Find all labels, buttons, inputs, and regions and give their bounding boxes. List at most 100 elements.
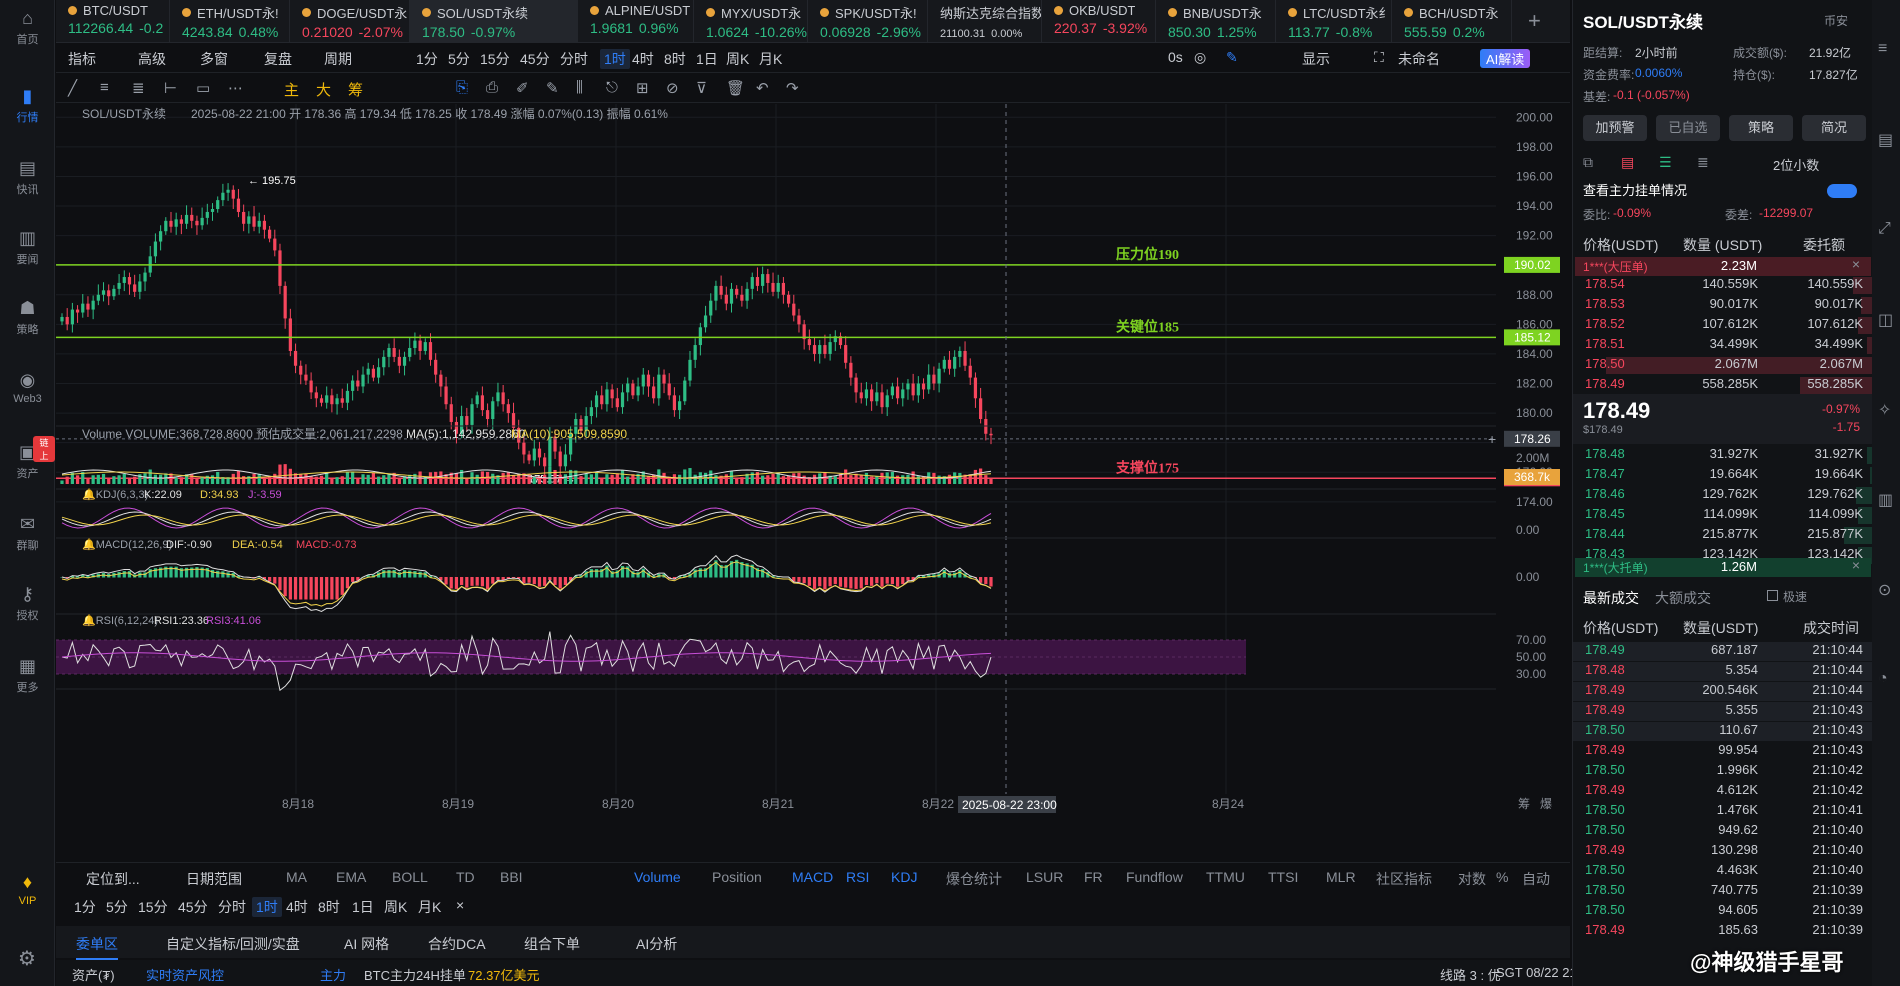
indicator-tab[interactable]: TTSI bbox=[1268, 869, 1299, 885]
indicator-tab[interactable]: 社区指标 bbox=[1376, 871, 1432, 887]
close-icon[interactable]: × bbox=[1851, 256, 1860, 272]
bottom-tab[interactable]: 组合下单 bbox=[524, 936, 580, 952]
tf-row-item[interactable]: 15分 bbox=[138, 899, 168, 915]
toolbar-3[interactable]: 复盘 bbox=[264, 51, 292, 67]
tf-row-item[interactable]: 4时 bbox=[286, 899, 308, 915]
toolbar-right-3[interactable]: AI解读 bbox=[1480, 49, 1531, 68]
sidebar-item-8[interactable]: ⚷ 授权 bbox=[0, 584, 55, 623]
side-tool-icon[interactable]: ◫ bbox=[1878, 312, 1894, 329]
indicator-tab[interactable]: MLR bbox=[1326, 869, 1356, 885]
toggle-switch[interactable] bbox=[1827, 184, 1857, 198]
timeframe-8[interactable]: 1日 bbox=[696, 51, 718, 67]
rp-button[interactable]: 策略 bbox=[1729, 115, 1793, 141]
fullscreen-icon[interactable]: ⛶ bbox=[1374, 49, 1384, 65]
sidebar-item-5[interactable]: ◉ Web3 bbox=[0, 370, 55, 405]
view-icon[interactable]: ⧉ bbox=[1583, 154, 1593, 170]
tool-icon[interactable]: ⎘ bbox=[456, 79, 469, 96]
timeframe-1[interactable]: 5分 bbox=[448, 51, 470, 67]
toolbar-right-2[interactable]: 未命名 bbox=[1398, 51, 1440, 67]
bid-row[interactable]: 178.48 31.927K 31.927K bbox=[1573, 446, 1873, 465]
toolbar-4[interactable]: 周期 bbox=[324, 51, 352, 67]
tool-icon[interactable]: ⎋ bbox=[606, 79, 618, 96]
indicator-tab[interactable]: 自动 bbox=[1522, 871, 1550, 887]
ind-left-0[interactable]: 定位到... bbox=[86, 871, 140, 887]
symbol-tab[interactable]: DOGE/USDT永 0.21020 -2.07% bbox=[290, 0, 410, 43]
ind-left-1[interactable]: 日期范围 bbox=[186, 871, 242, 887]
timeframe-0[interactable]: 1分 bbox=[416, 51, 438, 67]
ask-row[interactable]: 178.49 558.285K 558.285K bbox=[1573, 376, 1873, 395]
symbol-tab[interactable]: SOL/USDT永续 178.50 -0.97% bbox=[410, 0, 578, 43]
timeframe-9[interactable]: 周K bbox=[726, 51, 750, 67]
bid-row[interactable]: 178.45 114.099K 114.099K bbox=[1573, 506, 1873, 525]
draw-tool-label[interactable]: 主 bbox=[284, 82, 300, 99]
bid-row[interactable]: 178.46 129.762K 129.762K bbox=[1573, 486, 1873, 505]
draw-tool-icon[interactable]: ≡ bbox=[100, 79, 109, 96]
tool-icon[interactable]: ⊽ bbox=[696, 80, 707, 97]
ask-row[interactable]: 178.53 90.017K 90.017K bbox=[1573, 296, 1873, 315]
indicator-tab[interactable]: BBI bbox=[500, 869, 523, 885]
sidebar-item-2[interactable]: ▤ 快讯 bbox=[0, 158, 55, 197]
sidebar-item-3[interactable]: ▥ 要闻 bbox=[0, 228, 55, 267]
chart-canvas[interactable]: 200.00198.00196.00194.00192.00190.00188.… bbox=[56, 104, 1570, 844]
view-icon[interactable]: ▤ bbox=[1621, 154, 1635, 170]
symbol-tab[interactable]: ETH/USDT永! 4243.84 0.48% bbox=[170, 0, 290, 43]
indicator-tab[interactable]: Volume bbox=[634, 869, 681, 885]
bottom-tab[interactable]: AI分析 bbox=[636, 936, 678, 952]
ask-row[interactable]: 178.52 107.612K 107.612K bbox=[1573, 316, 1873, 335]
timeframe-10[interactable]: 月K bbox=[759, 51, 783, 67]
ask-row[interactable]: 178.50 2.067M 2.067M bbox=[1573, 356, 1873, 375]
timeframe-2[interactable]: 15分 bbox=[480, 51, 510, 67]
symbol-tab[interactable]: MYX/USDT永 1.0624 -10.26% bbox=[694, 0, 808, 43]
tf-row-item[interactable]: 月K bbox=[418, 899, 442, 915]
sidebar-item-0[interactable]: ⌂ 首页 bbox=[0, 8, 55, 47]
bid-row[interactable]: 178.43 123.142K 123.142K bbox=[1573, 546, 1873, 565]
toolbar-0[interactable]: 指标 bbox=[68, 51, 96, 67]
indicator-tab[interactable]: TD bbox=[456, 869, 475, 885]
close-icon[interactable]: × bbox=[1851, 557, 1860, 573]
symbol-tab[interactable]: LTC/USDT永纟 113.77 -0.8% bbox=[1276, 0, 1392, 43]
tf-row-item[interactable]: 5分 bbox=[106, 899, 128, 915]
indicator-tab[interactable]: Position bbox=[712, 869, 762, 885]
toolbar-1[interactable]: 高级 bbox=[138, 51, 166, 67]
draw-tool-icon[interactable]: ▭ bbox=[196, 80, 211, 97]
add-tab-icon[interactable]: + bbox=[1528, 8, 1541, 33]
tf-row-item[interactable]: 1日 bbox=[352, 899, 374, 915]
side-tool-icon[interactable]: ≡ bbox=[1878, 40, 1888, 57]
settings-icon[interactable]: ⚙ bbox=[18, 948, 36, 970]
indicator-tab[interactable]: LSUR bbox=[1026, 869, 1064, 885]
tool-icon[interactable]: ⎙ bbox=[486, 79, 499, 96]
indicator-tab[interactable]: TTMU bbox=[1206, 869, 1245, 885]
tf-row-item[interactable]: 45分 bbox=[178, 899, 208, 915]
bottom-tab[interactable]: 合约DCA bbox=[428, 936, 486, 952]
sidebar-item-6[interactable]: ▣ 资产 链上 bbox=[0, 436, 55, 481]
sidebar-item-1[interactable]: ▮ 行情 bbox=[0, 86, 55, 125]
tool-icon[interactable]: ✎ bbox=[546, 80, 559, 97]
tool-icon[interactable]: ⊞ bbox=[636, 80, 649, 97]
tf-row-item[interactable]: 周K bbox=[384, 899, 408, 915]
indicator-tab[interactable]: Fundflow bbox=[1126, 869, 1183, 885]
draw-tool-icon[interactable]: ⊢ bbox=[164, 80, 178, 97]
timeframe-4[interactable]: 分时 bbox=[560, 51, 588, 67]
side-tool-icon[interactable]: ▥ bbox=[1878, 492, 1894, 509]
symbol-tab[interactable]: OKB/USDT 220.37 -3.92% bbox=[1042, 0, 1156, 43]
checkbox[interactable] bbox=[1767, 590, 1778, 601]
bottom-tab[interactable]: 委单区 bbox=[76, 934, 118, 960]
symbol-tab[interactable]: BTC/USDT 112266.44 -0.2 bbox=[56, 0, 170, 43]
sidebar-item-10[interactable]: ♦ VIP bbox=[0, 872, 55, 907]
symbol-tab[interactable]: BCH/USDT永 555.59 0.2% bbox=[1392, 0, 1512, 43]
symbol-tab[interactable]: SPK/USDT永! 0.06928 -2.96% bbox=[808, 0, 928, 43]
trade-tab[interactable]: 最新成交 bbox=[1583, 590, 1639, 606]
decimals-select[interactable]: 2位小数 bbox=[1773, 158, 1820, 173]
toolbar-2[interactable]: 多窗 bbox=[200, 51, 228, 67]
side-tool-icon[interactable]: ▤ bbox=[1878, 132, 1894, 149]
tool-icon[interactable]: 🗑 bbox=[726, 80, 746, 97]
timeframe-6[interactable]: 4时 bbox=[632, 51, 654, 67]
view-icon[interactable]: ≣ bbox=[1697, 154, 1709, 170]
toolbar-right-1[interactable]: 显示 bbox=[1302, 51, 1330, 67]
indicator-tab[interactable]: FR bbox=[1084, 869, 1103, 885]
bottom-tab[interactable]: AI 网格 bbox=[344, 936, 390, 952]
sidebar-item-7[interactable]: ✉ 群聊 bbox=[0, 514, 55, 553]
tf-row-item[interactable]: 8时 bbox=[318, 899, 340, 915]
symbol-tab[interactable]: ALPINE/USDT 1.9681 0.96% bbox=[578, 0, 694, 43]
side-tool-icon[interactable]: ◔ bbox=[1878, 670, 1888, 687]
